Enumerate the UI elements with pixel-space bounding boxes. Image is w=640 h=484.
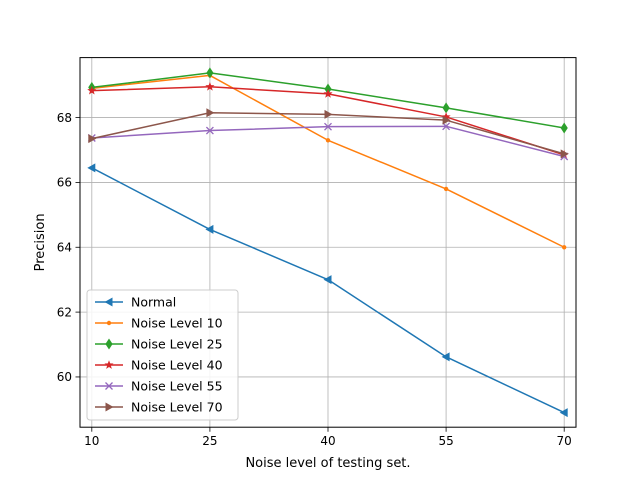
data-point: [441, 112, 451, 121]
y-tick-label: 66: [57, 176, 72, 190]
legend-box: [86, 289, 239, 421]
legend-item: Noise Level 10: [95, 316, 223, 331]
data-point: [206, 67, 214, 79]
data-point: [324, 109, 333, 119]
data-point: [88, 134, 97, 144]
x-axis-label: Noise level of testing set.: [245, 456, 410, 471]
y-tick-label: 64: [57, 241, 72, 255]
x-tick-label: 40: [320, 434, 335, 448]
data-point: [87, 85, 97, 95]
legend: Normal Noise Level 10 Noise Level 25 Noise …: [86, 289, 239, 421]
data-point: [442, 115, 451, 125]
series-noise-level-70: [88, 108, 569, 159]
data-point: [560, 149, 569, 159]
x-tick-label: 55: [438, 434, 453, 448]
legend-label: Noise Level 10: [131, 316, 223, 331]
data-point: [560, 122, 568, 134]
data-point: [325, 138, 331, 143]
data-point: [442, 102, 450, 114]
legend-marker: [104, 297, 113, 307]
legend-label: Normal: [131, 295, 176, 310]
data-point: [205, 81, 215, 91]
y-tick-label: 62: [57, 305, 72, 319]
legend-item: Noise Level 55: [95, 379, 223, 394]
legend-label: Noise Level 40: [131, 358, 223, 373]
y-tick-label: 60: [57, 370, 72, 384]
legend-marker: [105, 382, 113, 390]
data-point: [205, 126, 214, 135]
data-point: [561, 245, 567, 250]
x-tick-label: 10: [84, 434, 99, 448]
legend-item: Noise Level 70: [95, 400, 223, 415]
x-axis-ticks: 10 25 40 55 70: [84, 427, 572, 448]
legend-item: Noise Level 25: [95, 337, 223, 352]
legend-marker: [105, 338, 113, 350]
data-point: [323, 275, 332, 285]
data-point: [205, 224, 214, 234]
legend-marker: [106, 320, 112, 326]
data-point: [324, 122, 332, 131]
legend-marker: [105, 402, 114, 412]
legend-label: Noise Level 25: [131, 337, 223, 352]
series-layer: [87, 67, 569, 418]
x-tick-label: 70: [557, 434, 572, 448]
data-point: [324, 83, 332, 95]
grid-lines: [80, 57, 576, 428]
legend-item: Normal: [95, 295, 176, 310]
data-point: [206, 108, 215, 118]
y-axis-ticks: 60 62 64 66 68: [57, 111, 80, 384]
data-point: [559, 408, 568, 418]
legend-label: Noise Level 55: [131, 379, 223, 394]
legend-marker: [104, 360, 114, 369]
data-point: [87, 163, 96, 173]
series-normal: [87, 163, 568, 418]
data-point: [323, 89, 333, 98]
y-axis-label: Precision: [33, 213, 48, 271]
x-tick-label: 25: [202, 434, 217, 448]
y-tick-label: 68: [57, 111, 72, 125]
data-point: [441, 352, 450, 362]
legend-label: Noise Level 70: [131, 400, 223, 415]
data-point: [443, 186, 449, 192]
legend-item: Noise Level 40: [95, 358, 223, 373]
